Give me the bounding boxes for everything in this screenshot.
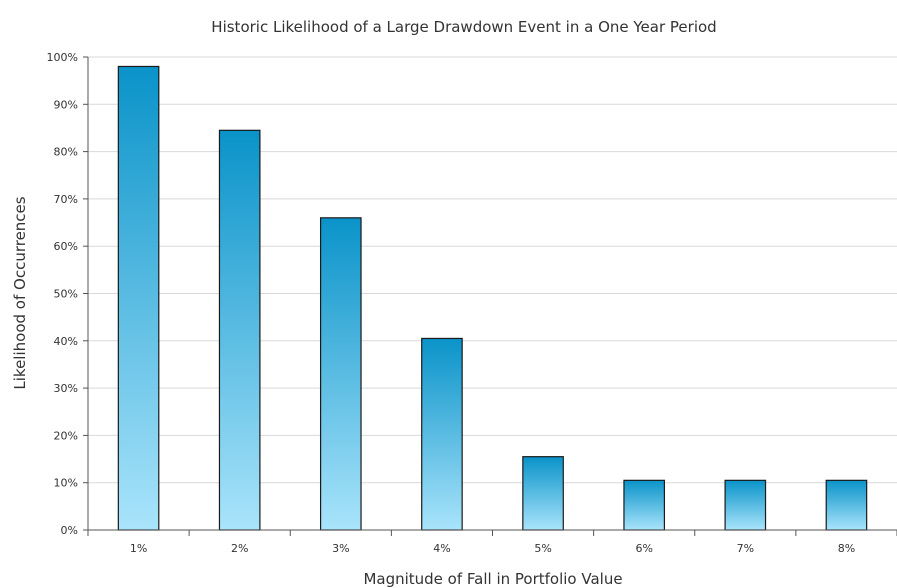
axes (83, 56, 897, 536)
bars (117, 65, 868, 531)
x-tick-label: 8% (838, 542, 855, 555)
chart-title: Historic Likelihood of a Large Drawdown … (211, 18, 716, 36)
x-tick-label: 4% (433, 542, 450, 555)
y-tick-label: 10% (54, 477, 78, 490)
bar (117, 65, 160, 531)
y-tick-label: 40% (54, 335, 78, 348)
bar (825, 479, 868, 531)
x-tick-label: 3% (332, 542, 349, 555)
bar (421, 337, 463, 531)
y-tick-label: 50% (54, 288, 78, 301)
x-tick-label: 7% (737, 542, 754, 555)
tick-labels: 0% 10% 20% 30% 40% 50% 60% 70% 80% 90% 100% 1% 2% 3% 4… (47, 51, 856, 555)
x-tick-label: 2% (231, 542, 248, 555)
bar (319, 217, 362, 531)
bar (218, 129, 261, 531)
y-tick-label: 20% (54, 429, 78, 442)
x-tick-label: 6% (635, 542, 652, 555)
y-tick-label: 60% (54, 240, 78, 253)
y-tick-label: 100% (47, 51, 78, 64)
bar (724, 479, 767, 531)
y-tick-label: 90% (54, 98, 78, 111)
y-tick-label: 30% (54, 382, 78, 395)
y-tick-label: 80% (54, 146, 78, 159)
y-tick-label: 0% (61, 524, 78, 537)
x-tick-label: 5% (534, 542, 551, 555)
bar (522, 456, 564, 531)
bar (623, 479, 666, 531)
x-axis-title: Magnitude of Fall in Portfolio Value (363, 570, 622, 588)
gridlines (88, 56, 897, 484)
x-tick-label: 1% (130, 542, 147, 555)
y-tick-label: 70% (54, 193, 78, 206)
y-axis-title: Likelihood of Occurrences (11, 196, 29, 389)
